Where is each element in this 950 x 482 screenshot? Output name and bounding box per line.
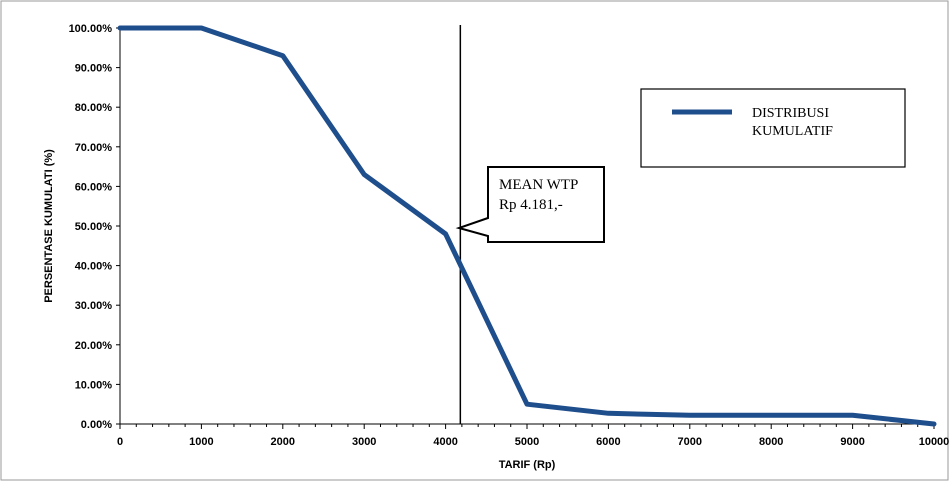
legend-label-line-2: KUMULATIF (752, 124, 833, 139)
y-tick-label: 10.00% (75, 379, 113, 391)
x-tick-label: 4000 (433, 436, 457, 448)
callout-text-line-1: MEAN WTP (499, 177, 578, 193)
y-tick-label: 0.00% (81, 419, 112, 431)
y-tick-label: 90.00% (75, 63, 113, 75)
callout-box (455, 166, 605, 243)
mean-wtp-callout: MEAN WTP Rp 4.181,- (455, 166, 605, 243)
x-tick-label: 7000 (678, 436, 702, 448)
series-layer (117, 25, 937, 427)
legend-box (640, 88, 906, 168)
x-tick-label: 5000 (515, 436, 539, 448)
x-tick-label: 2000 (271, 436, 295, 448)
legend-label-line-1: DISTRIBUSI (752, 106, 829, 121)
x-tick-label: 1000 (189, 436, 213, 448)
callout-text-line-2: Rp 4.181,- (499, 197, 563, 213)
y-tick-label: 60.00% (75, 181, 113, 193)
y-tick-label: 20.00% (75, 340, 113, 352)
legend: DISTRIBUSI KUMULATIF (640, 88, 906, 168)
x-axis-title: TARIF (Rp) (499, 459, 556, 471)
y-tick-label: 100.00% (69, 23, 113, 35)
x-tick-label: 0 (117, 436, 123, 448)
x-tick-label: 3000 (352, 436, 376, 448)
ticks-layer: 0.00% 10.00% 20.00% 30.00% 40.00% 50.00% 60.00… (69, 23, 950, 448)
x-tick-label: 9000 (840, 436, 864, 448)
y-axis-title: PERSENTASE KUMULATI (%) (43, 149, 55, 303)
x-tick-label: 6000 (596, 436, 620, 448)
y-tick-label: 70.00% (75, 142, 113, 154)
x-tick-label: 10000 (919, 436, 950, 448)
y-tick-label: 30.00% (75, 300, 113, 312)
y-tick-label: 80.00% (75, 102, 113, 114)
y-tick-label: 50.00% (75, 221, 113, 233)
x-tick-label: 8000 (759, 436, 783, 448)
y-tick-label: 40.00% (75, 261, 113, 273)
